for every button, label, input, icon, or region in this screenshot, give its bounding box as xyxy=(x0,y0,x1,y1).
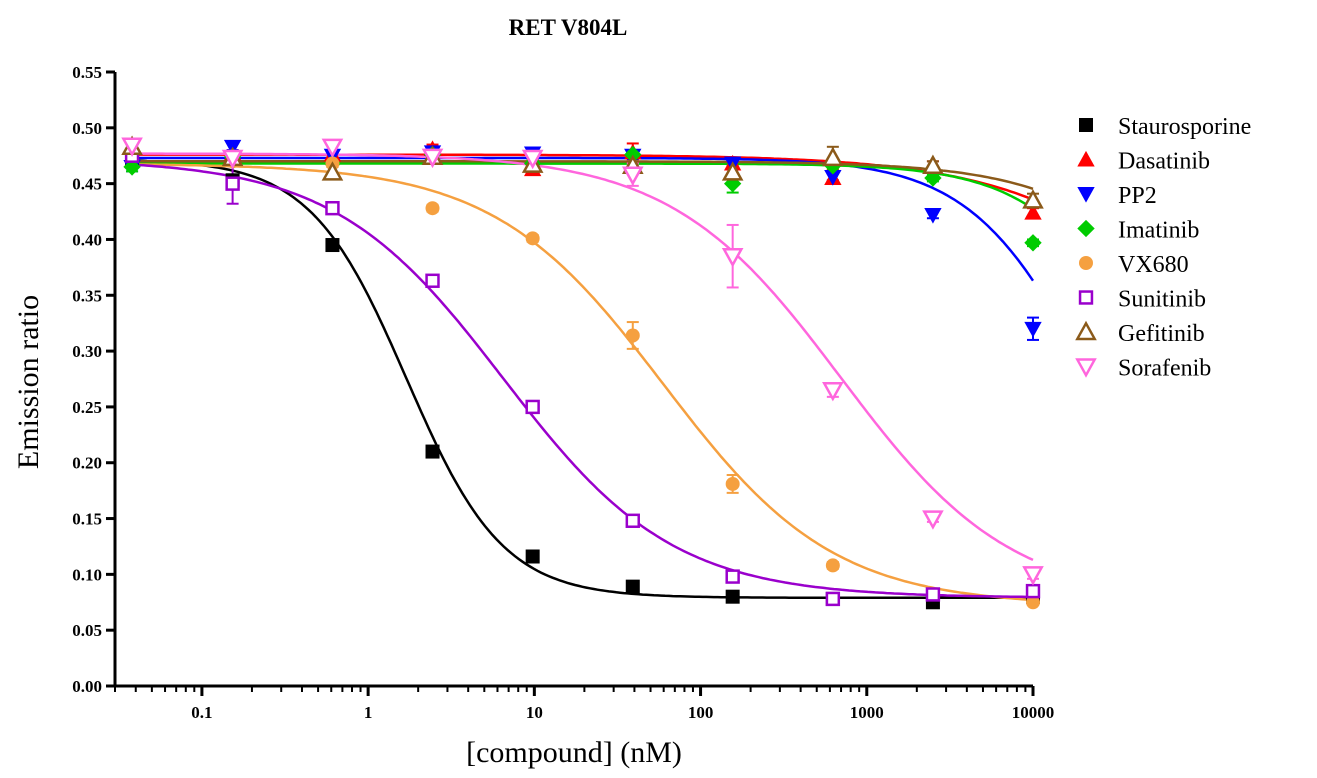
data-point-marker xyxy=(725,476,740,491)
axes xyxy=(113,72,1033,688)
data-point-marker xyxy=(1024,234,1042,252)
data-point-marker xyxy=(922,154,944,174)
data-point-marker xyxy=(1024,203,1042,220)
data-point-marker xyxy=(425,444,440,459)
x-tick-label: 10000 xyxy=(1012,703,1055,722)
legend-label: PP2 xyxy=(1118,183,1157,209)
data-point-marker xyxy=(525,549,540,564)
y-tick-label: 0.40 xyxy=(72,230,102,249)
data-point-marker xyxy=(621,166,644,186)
data-point-marker xyxy=(721,248,744,268)
data-point-marker xyxy=(625,513,640,528)
fit-curve xyxy=(132,160,1034,190)
data-point-marker xyxy=(525,231,540,246)
data-point-marker xyxy=(825,591,841,607)
legend-marker xyxy=(1079,118,1093,132)
data-point-marker xyxy=(1022,566,1044,586)
data-point-marker xyxy=(1024,321,1042,338)
fit-curve xyxy=(132,163,1034,602)
legend-label: Staurosporine xyxy=(1118,114,1251,140)
data-point-marker xyxy=(121,137,143,157)
legend-label: Sorafenib xyxy=(1118,356,1211,382)
data-point-marker xyxy=(1025,583,1041,599)
data-point-marker xyxy=(421,148,444,169)
legend-marker xyxy=(1079,256,1093,270)
data-point-marker xyxy=(924,207,942,224)
data-markers xyxy=(121,135,1044,610)
data-point-marker xyxy=(325,200,340,216)
legend-marker xyxy=(1075,358,1097,378)
legend-label: Gefitinib xyxy=(1118,321,1205,347)
legend: Staurosporine Dasatinib PP2 Imatinib VX680 Su… xyxy=(1075,114,1251,382)
chart-title: RET V804L xyxy=(509,15,628,40)
y-tick-label: 0.10 xyxy=(72,565,102,584)
data-point-marker xyxy=(525,399,540,415)
data-point-marker xyxy=(824,169,842,186)
error-bars xyxy=(126,137,1039,606)
data-point-marker xyxy=(1026,595,1040,610)
legend-label: Sunitinib xyxy=(1118,287,1206,313)
data-point-marker xyxy=(625,328,640,343)
legend-marker xyxy=(1077,187,1095,203)
fit-curve xyxy=(132,159,1033,600)
y-tick-label: 0.20 xyxy=(72,454,102,473)
fit-curve xyxy=(132,156,1035,282)
y-axis-ticks: 0.00 0.05 0.10 0.15 0.20 0.25 0.30 0.35 0.40 0.45… xyxy=(72,63,115,696)
y-tick-label: 0.05 xyxy=(72,621,102,640)
y-tick-label: 0.15 xyxy=(72,510,102,529)
data-point-marker xyxy=(521,149,544,170)
legend-marker xyxy=(1075,320,1097,341)
data-point-marker xyxy=(321,161,344,181)
y-axis-label: Emission ratio xyxy=(12,295,45,469)
x-axis-label: [compound] (nM) xyxy=(466,736,682,769)
y-tick-label: 0.50 xyxy=(72,119,102,138)
x-tick-label: 1000 xyxy=(850,703,884,722)
legend-marker xyxy=(1078,290,1094,305)
data-point-marker xyxy=(725,589,740,604)
data-point-marker xyxy=(321,138,344,159)
data-point-marker xyxy=(425,201,440,216)
y-tick-label: 0.30 xyxy=(72,342,102,361)
y-tick-label: 0.00 xyxy=(72,677,102,696)
y-tick-label: 0.45 xyxy=(72,175,102,194)
data-point-marker xyxy=(123,158,141,176)
x-axis-ticks: 0.1 1 10 100 1000 10000 xyxy=(114,686,1055,722)
x-tick-label: 1 xyxy=(364,703,373,722)
legend-marker xyxy=(1077,150,1095,167)
fit-curves xyxy=(132,152,1035,602)
legend-label: Dasatinib xyxy=(1118,149,1210,175)
fit-curve xyxy=(132,162,1034,210)
data-point-marker xyxy=(425,273,440,288)
fit-curve xyxy=(132,163,1034,599)
x-tick-label: 0.1 xyxy=(191,703,212,722)
fit-curve xyxy=(132,152,1034,562)
legend-marker xyxy=(1077,219,1095,238)
data-point-marker xyxy=(225,176,240,191)
data-point-marker xyxy=(221,149,244,170)
data-point-marker xyxy=(825,558,840,573)
data-point-marker xyxy=(822,146,844,167)
data-point-marker xyxy=(922,510,944,530)
data-point-marker xyxy=(925,587,941,602)
y-tick-label: 0.25 xyxy=(72,398,102,417)
data-point-marker xyxy=(725,569,740,584)
x-tick-label: 100 xyxy=(688,703,714,722)
data-point-marker xyxy=(822,381,844,402)
data-point-marker xyxy=(1022,189,1044,209)
data-point-marker xyxy=(325,238,340,253)
data-point-marker xyxy=(625,579,640,594)
legend-label: VX680 xyxy=(1118,252,1189,278)
y-tick-label: 0.55 xyxy=(72,63,102,82)
x-tick-label: 10 xyxy=(526,703,543,722)
y-tick-label: 0.35 xyxy=(72,286,102,305)
legend-label: Imatinib xyxy=(1118,218,1199,244)
data-point-marker xyxy=(721,161,744,181)
